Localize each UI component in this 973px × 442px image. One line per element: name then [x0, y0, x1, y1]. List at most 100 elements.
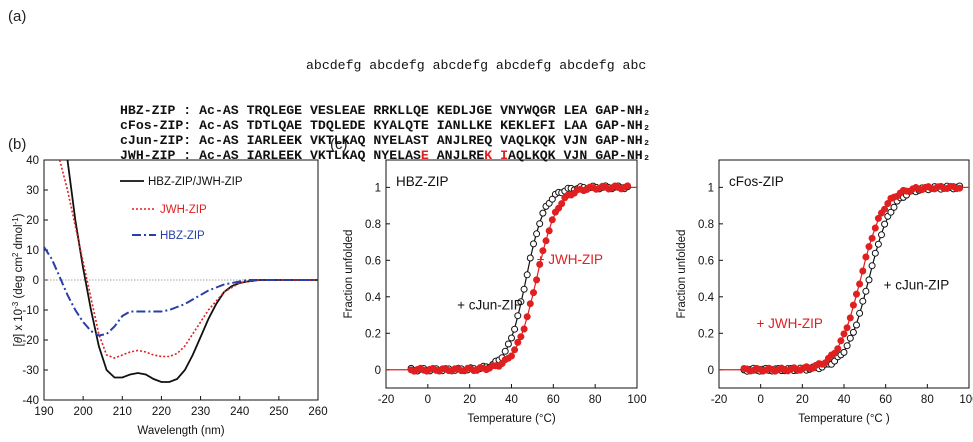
data-point	[834, 345, 842, 353]
x-tick-label: 0	[757, 394, 763, 406]
sequence-row: JWH-ZIP : Ac-AS IARLEEK VKTLKAQ NYELASE …	[120, 148, 651, 163]
x-tick-label: -20	[711, 394, 728, 406]
data-point	[840, 348, 848, 356]
legend-label: JWH-ZIP	[160, 204, 207, 216]
data-point	[859, 267, 867, 275]
heptad-segment: VAQLKQK	[500, 133, 556, 148]
y-tick-label: 0.6	[365, 255, 381, 267]
x-tick-label: 250	[269, 406, 288, 418]
data-point	[507, 352, 515, 360]
data-point	[548, 216, 556, 224]
y-tick-label: 0.2	[698, 328, 714, 340]
curve-annotation: + JWH-ZIP	[537, 252, 603, 267]
data-point	[852, 290, 860, 298]
data-point	[542, 237, 550, 245]
heptad-segment: VKTLKAQ	[310, 148, 366, 163]
data-point	[533, 276, 541, 284]
x-tick-label: 40	[505, 394, 518, 406]
c-terminal-cap: GAP-NH₂	[595, 118, 651, 133]
curve-annotation: + JWH-ZIP	[757, 316, 823, 331]
data-point	[849, 301, 857, 309]
data-point	[837, 337, 845, 345]
data-point	[523, 271, 531, 279]
heptad-segment: NYELASE	[373, 148, 429, 163]
series-line	[44, 246, 318, 337]
data-point	[874, 214, 882, 222]
data-point	[849, 328, 857, 336]
y-tick-label: 1	[375, 182, 381, 194]
data-point	[868, 234, 876, 242]
data-point	[890, 203, 898, 211]
data-point	[624, 182, 632, 190]
y-tick-label: -10	[22, 305, 39, 317]
y-tick-label: 0	[375, 365, 381, 377]
chart-title: cFos-ZIP	[729, 174, 784, 189]
data-point	[539, 209, 547, 217]
panel-label-c: (c)	[330, 136, 348, 153]
data-point	[840, 330, 848, 338]
heptad-segment: IARLEEK	[246, 148, 303, 163]
data-point	[865, 243, 873, 251]
heptad-segment: IANLLKE	[436, 118, 493, 133]
data-point	[533, 230, 541, 238]
data-point	[887, 208, 895, 216]
heptad-segment: TDTLQAE	[246, 118, 303, 133]
data-point	[523, 313, 531, 321]
y-axis-label: Fraction unfolded	[343, 230, 355, 319]
legend-label: HBZ-ZIP	[160, 230, 205, 242]
x-tick-label: 60	[547, 394, 560, 406]
y-tick-label: 0.8	[365, 219, 381, 231]
x-tick-label: -20	[378, 394, 395, 406]
peptide-name: cFos-ZIP:	[120, 118, 200, 133]
data-point	[843, 324, 851, 332]
sequence-row: cFos-ZIP: Ac-AS TDTLQAE TDQLEDE KYALQTE …	[120, 118, 651, 133]
n-terminal-cap: Ac-AS	[199, 148, 247, 163]
x-tick-label: 240	[230, 406, 249, 418]
y-tick-label: 0.4	[698, 292, 715, 304]
x-axis-label: Temperature (°C )	[798, 413, 890, 425]
data-point	[517, 333, 525, 341]
x-tick-label: 40	[838, 394, 851, 406]
x-axis-label: Temperature (°C)	[467, 413, 555, 425]
y-tick-label: 10	[26, 245, 39, 257]
data-point	[862, 253, 870, 261]
x-tick-label: 20	[463, 394, 476, 406]
heptad-segment: LAA	[563, 118, 588, 133]
heptad-segment: VESLEAE	[310, 103, 366, 118]
c-terminal-cap: GAP-NH₂	[595, 148, 651, 163]
data-point	[868, 262, 876, 270]
data-point	[865, 276, 873, 284]
y-tick-label: 0.8	[698, 219, 714, 231]
x-tick-label: 220	[152, 406, 171, 418]
sequence-row: HBZ-ZIP : Ac-AS TRQLEGE VESLEAE RRKLLQE …	[120, 103, 651, 118]
data-point	[504, 340, 512, 348]
x-tick-label: 60	[879, 394, 892, 406]
data-point	[511, 346, 519, 354]
data-point	[853, 321, 860, 329]
data-point	[517, 298, 525, 306]
n-terminal-cap: Ac-AS	[199, 133, 247, 148]
heptad-segment: ANJLREK	[436, 148, 493, 163]
curve-annotation: + cJun-ZIP	[457, 298, 523, 313]
heptad-segment: NYELAST	[373, 133, 429, 148]
y-tick-label: 0.6	[698, 255, 714, 267]
data-point	[520, 325, 528, 333]
data-point	[871, 249, 879, 257]
y-tick-label: 0.2	[365, 328, 381, 340]
data-point	[530, 240, 537, 248]
y-tick-label: 30	[26, 185, 39, 197]
sequence-alignment: abcdefg abcdefg abcdefg abcdefg abcdefg …	[120, 28, 651, 178]
peptide-name: cJun-ZIP:	[120, 133, 200, 148]
x-axis-label: Wavelength (nm)	[137, 425, 224, 437]
y-tick-label: 0.4	[365, 292, 382, 304]
peptide-name: JWH-ZIP :	[120, 148, 200, 163]
data-point	[843, 342, 851, 350]
heptad-segment: TRQLEGE	[246, 103, 303, 118]
y-tick-label: -30	[22, 365, 39, 377]
heptad-segment: ANJLREQ	[436, 133, 493, 148]
data-point	[511, 325, 519, 333]
panel-label-b: (b)	[8, 136, 27, 153]
data-point	[862, 287, 870, 295]
heptad-segment: VJN	[563, 133, 588, 148]
data-point	[846, 314, 854, 322]
